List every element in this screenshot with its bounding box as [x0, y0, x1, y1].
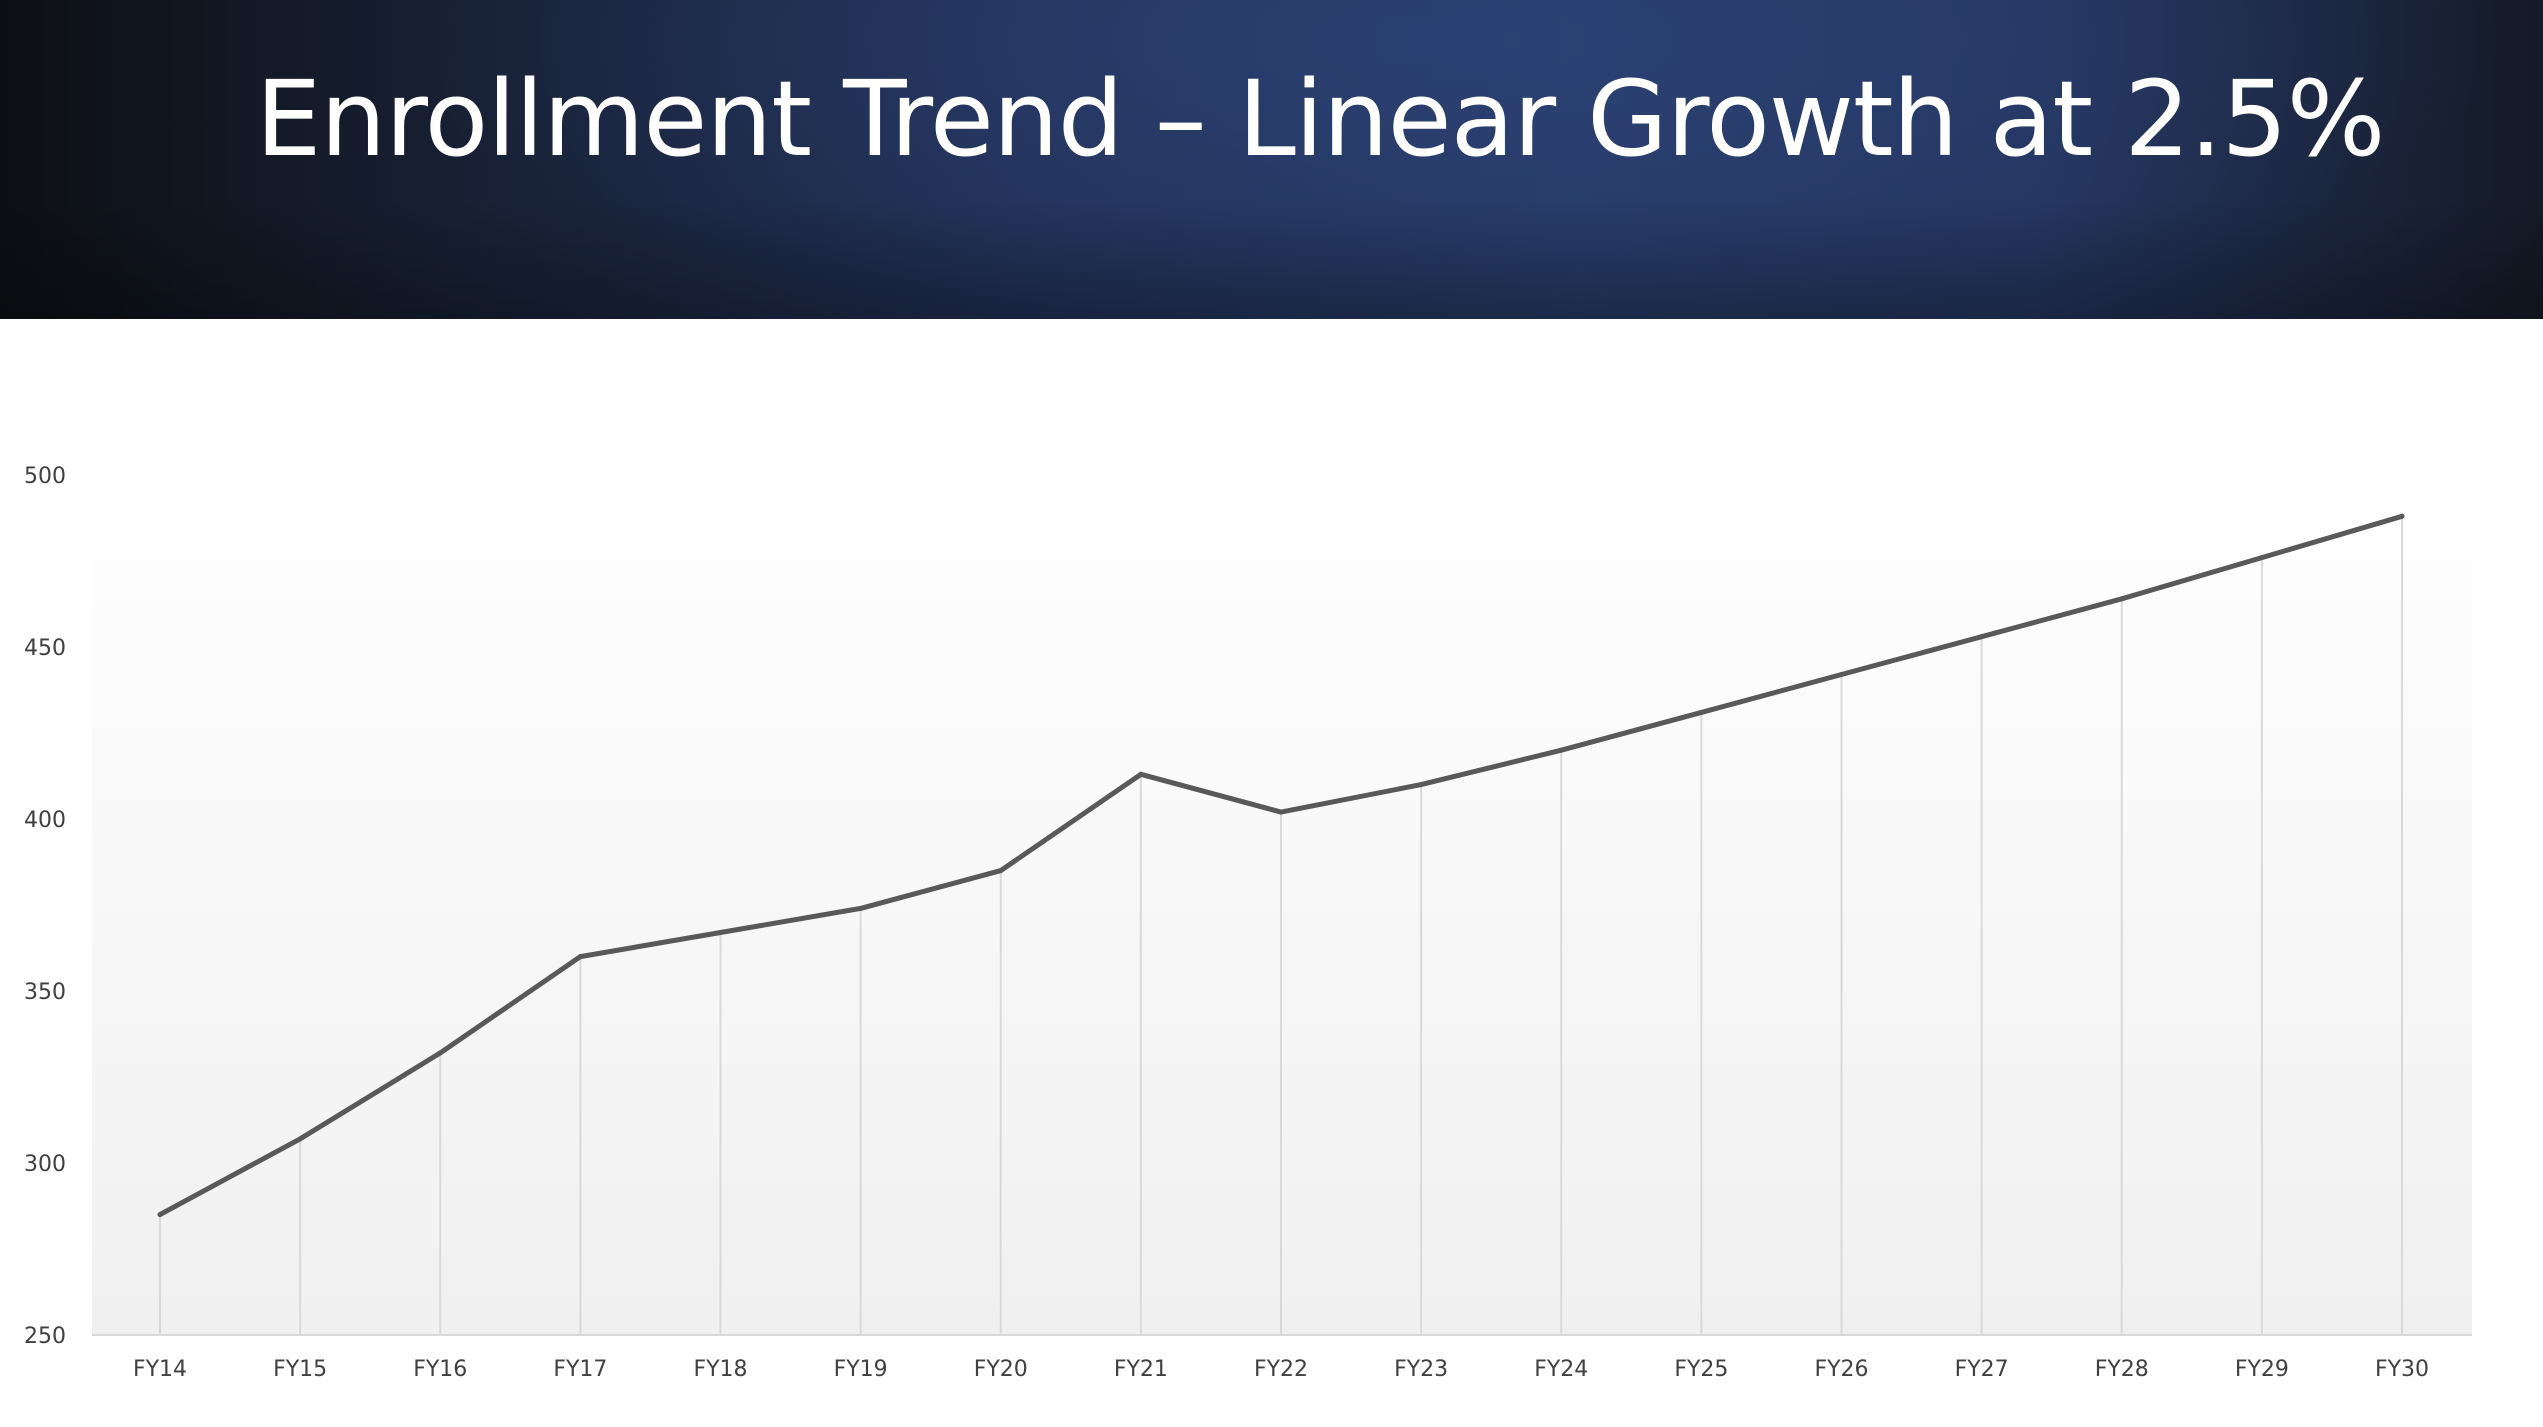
x-tick-label: FY16	[413, 1357, 467, 1382]
x-axis-ticks: FY14 FY15 FY16 FY17 FY18 FY19 FY20 FY21 FY22 FY23…	[133, 1357, 2429, 1382]
data-points	[157, 513, 2405, 1218]
x-tick-label: FY23	[1394, 1357, 1448, 1382]
x-tick-label: FY21	[1114, 1357, 1168, 1382]
data-point	[157, 1212, 163, 1218]
data-point	[718, 930, 723, 936]
data-point	[1839, 672, 1844, 678]
data-point	[1278, 809, 1284, 815]
x-tick-label: FY19	[834, 1357, 888, 1382]
x-tick-label: FY26	[1814, 1357, 1868, 1382]
data-point	[2399, 513, 2405, 519]
data-point	[858, 905, 864, 911]
x-tick-label: FY25	[1674, 1357, 1728, 1382]
x-tick-label: FY18	[693, 1357, 747, 1382]
y-tick-label: 300	[24, 1152, 66, 1177]
data-point	[577, 954, 583, 960]
data-point	[1418, 782, 1424, 788]
data-point	[1138, 771, 1144, 777]
data-point	[1979, 634, 1985, 640]
y-axis-ticks: 250 300 350 400 450 500	[24, 464, 66, 1349]
y-tick-label: 400	[24, 808, 66, 833]
data-point	[297, 1136, 303, 1142]
x-tick-label: FY15	[273, 1357, 327, 1382]
x-tick-label: FY22	[1254, 1357, 1308, 1382]
data-point	[1698, 709, 1704, 715]
x-tick-label: FY28	[2095, 1357, 2149, 1382]
x-tick-label: FY29	[2235, 1357, 2289, 1382]
data-point	[998, 868, 1004, 874]
y-tick-label: 250	[24, 1324, 66, 1349]
x-tick-label: FY27	[1955, 1357, 2009, 1382]
title-banner	[0, 0, 2543, 319]
y-tick-label: 450	[24, 636, 66, 661]
slide-title: Enrollment Trend – Linear Growth at 2.5%	[255, 58, 2386, 180]
y-tick-label: 350	[24, 980, 66, 1005]
drop-lines	[159, 516, 2403, 1335]
data-point	[2119, 596, 2125, 602]
x-tick-label: FY30	[2375, 1357, 2429, 1382]
x-tick-label: FY14	[133, 1357, 187, 1382]
data-point	[1558, 747, 1564, 753]
x-tick-label: FY20	[974, 1357, 1028, 1382]
data-point	[2259, 555, 2265, 561]
x-tick-label: FY24	[1534, 1357, 1588, 1382]
y-tick-label: 500	[24, 464, 66, 489]
data-point	[437, 1050, 443, 1056]
x-tick-label: FY17	[553, 1357, 607, 1382]
